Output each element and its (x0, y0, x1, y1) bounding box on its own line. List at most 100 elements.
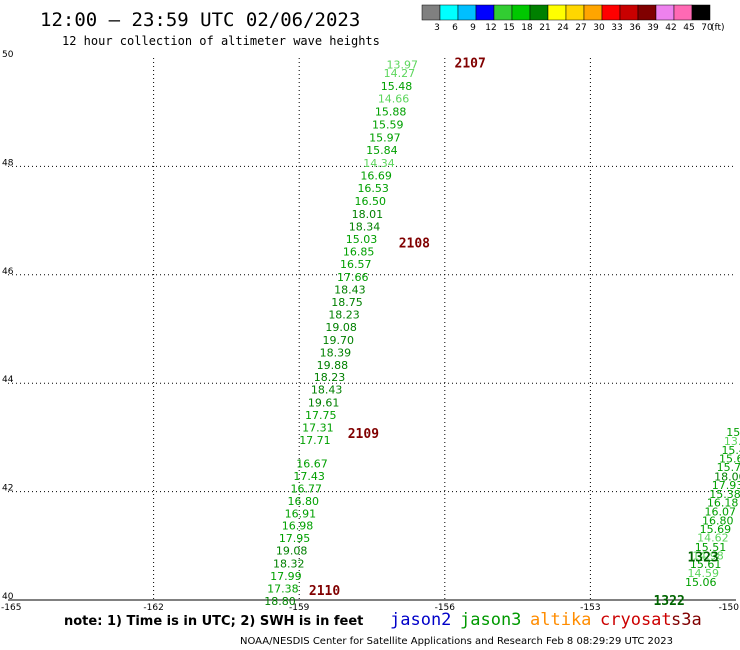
color-scale-label: 39 (647, 23, 659, 33)
wave-height-point: 16.07 (704, 506, 736, 519)
wave-height-point: 15.51 (695, 541, 727, 554)
color-scale-label: 15 (503, 23, 514, 33)
color-scale-swatch (637, 4, 657, 21)
y-tick-label: 48 (2, 158, 14, 168)
x-tick-label: -162 (143, 603, 163, 613)
color-scale-swatch (691, 4, 711, 21)
wave-height-point: 18.23 (328, 308, 360, 321)
color-scale-swatch (655, 4, 675, 21)
satellite-label-jason2: jason2 (390, 610, 451, 630)
wave-height-point: 15.49 (721, 444, 740, 457)
wave-height-point: 15.38 (709, 488, 740, 501)
wave-height-point: 13.90 (724, 435, 740, 448)
wave-height-point: 17.95 (279, 532, 311, 545)
wave-height-point: 18.80 (264, 595, 296, 608)
y-tick-label: 40 (2, 592, 14, 602)
wave-height-point: 14.34 (363, 157, 395, 170)
chart-axes: -165 -162 -159 -156 -153 -150 40 42 44 46 48 50 (1, 50, 739, 613)
color-scale-label: 6 (452, 23, 458, 33)
wave-height-point: 19.88 (317, 359, 349, 372)
wave-height-point: 19.08 (276, 545, 308, 558)
wave-height-point: 17.31 (302, 422, 334, 435)
satellite-label-cryosat: cryosat (600, 610, 672, 630)
color-scale-label: 42 (665, 23, 676, 33)
wave-height-point: 15.69 (700, 523, 732, 536)
wave-height-point: 18.43 (334, 283, 366, 296)
wave-height-point: 18.39 (320, 346, 352, 359)
wave-height-point: 17.66 (337, 271, 369, 284)
wave-height-point: 14.59 (687, 567, 719, 580)
x-tick-label: -165 (1, 603, 21, 613)
chart-subtitle: 12 hour collection of altimeter wave hei… (62, 34, 380, 48)
wave-height-point: 16.67 (296, 457, 328, 470)
wave-height-point: 15.48 (381, 80, 413, 93)
wave-height-point: 18.32 (273, 558, 305, 571)
y-tick-label: 46 (2, 267, 14, 277)
y-tick-label: 42 (2, 484, 13, 494)
y-tick-label: 50 (2, 50, 14, 60)
wave-height-point: 13.97 (387, 59, 419, 72)
pass-number-label: 2107 (455, 56, 486, 71)
wave-height-point: 18.43 (311, 384, 343, 397)
wave-height-point: 17.99 (270, 570, 302, 583)
footer-credit: NOAA/NESDIS Center for Satellite Applica… (240, 636, 673, 647)
wave-height-point: 17.93 (712, 479, 740, 492)
wave-height-point: 18.01 (352, 208, 384, 221)
x-tick-label: -150 (719, 603, 740, 613)
pass-number-label: 1323 (687, 551, 718, 566)
chart-title: 12:00 – 23:59 UTC 02/06/2023 (40, 9, 360, 31)
wave-height-point: 19.70 (322, 334, 354, 347)
wave-height-point: 15.61 (690, 558, 722, 571)
color-scale-label: 33 (611, 23, 622, 33)
wave-height-point: 17.38 (267, 583, 299, 596)
color-scale-label: 12 (485, 23, 496, 33)
wave-height-point: 16.53 (357, 182, 389, 195)
wave-height-point: 16.80 (288, 495, 320, 508)
x-tick-label: -153 (580, 603, 600, 613)
pass-number-label: 2110 (309, 584, 340, 599)
color-scale-swatch (493, 4, 513, 21)
color-scale-swatch (619, 4, 639, 21)
satellite-label-s3a: s3a (671, 610, 702, 630)
color-scale-swatch (439, 4, 459, 21)
wave-height-point: 16.98 (282, 520, 314, 533)
y-tick-label: 44 (2, 375, 14, 385)
color-scale-label: 36 (629, 23, 641, 33)
pass-number-label: 2109 (348, 427, 379, 442)
color-scale-label: 30 (593, 23, 605, 33)
color-scale-swatch (547, 4, 567, 21)
wave-height-point: 18.23 (314, 371, 346, 384)
wave-height-point: 16.69 (360, 170, 392, 183)
wave-height-point: 19.61 (308, 397, 340, 410)
chart-grid (8, 58, 736, 601)
color-scale-swatch (421, 4, 441, 21)
wave-height-point: 15.03 (346, 233, 378, 246)
wave-height-point: 17.43 (293, 470, 325, 483)
color-scale-label: 27 (575, 23, 586, 33)
color-scale-label: 70 (701, 23, 713, 33)
wave-height-point: 17.71 (299, 434, 331, 447)
pass-number-label: 1322 (653, 594, 684, 609)
color-scale-label: 18 (521, 23, 533, 33)
wave-height-point: 16.80 (702, 514, 734, 527)
wave-height-point: 18.00 (714, 470, 740, 483)
wave-height-point: 17.75 (305, 409, 337, 422)
wave-height-point: 16.77 (290, 482, 322, 495)
color-scale-label: 9 (470, 23, 476, 33)
wave-height-point: 16.85 (343, 245, 375, 258)
pass-number-label: 2108 (399, 236, 430, 251)
wave-height-point: 15.73 (717, 461, 740, 474)
wave-height-point: 14.66 (378, 93, 410, 106)
color-scale-legend: 3 6 9 12 15 18 21 24 27 30 33 36 39 42 45 70 (421, 4, 713, 33)
wave-height-point: 15.59 (372, 119, 404, 132)
wave-height-point: 15.68 (719, 453, 740, 466)
chart-points: 13.9714.2715.4814.6615.8815.5915.9715.84… (264, 56, 740, 609)
color-scale-swatch (457, 4, 477, 21)
color-scale-swatch (529, 4, 549, 21)
wave-height-point: 19.08 (325, 321, 357, 334)
color-scale-swatch (511, 4, 531, 21)
satellite-label-altika: altika (530, 610, 591, 630)
color-scale-swatch (475, 4, 495, 21)
color-scale-label: 45 (683, 23, 694, 33)
